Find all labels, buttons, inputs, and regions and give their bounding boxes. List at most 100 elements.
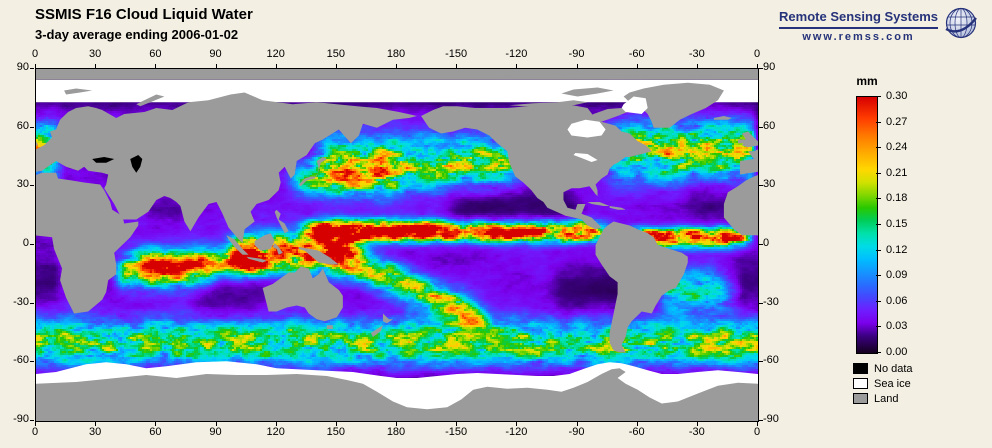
lat-tick-label-right: 90: [763, 61, 776, 73]
lat-tick-label-right: 30: [763, 178, 776, 191]
lon-tick-mark-bottom: [155, 422, 157, 426]
colorbar-tick-mark: [876, 121, 881, 123]
lon-tick-label-top: -90: [568, 48, 585, 60]
lon-tick-label-top: 150: [326, 48, 345, 60]
lon-tick-label-bottom: 120: [266, 426, 285, 438]
branding-block: Remote Sensing Systems www.remss.com: [779, 6, 978, 45]
land-swatch: [853, 393, 868, 404]
lon-tick-mark-top: [696, 64, 698, 68]
colorbar-tick-label: 0.18: [886, 192, 908, 205]
lon-tick-label-top: -60: [628, 48, 645, 60]
lon-tick-mark-top: [95, 64, 97, 68]
colorbar-tick-label: 0.24: [886, 141, 908, 154]
lat-tick-mark-left: [30, 244, 34, 245]
lon-tick-label-top: 30: [89, 48, 102, 60]
lon-tick-label-top: -150: [445, 48, 468, 60]
land-label: Land: [874, 392, 899, 405]
lat-tick-mark-right: [759, 361, 763, 363]
lon-tick-mark-top: [396, 64, 397, 68]
lon-tick-mark-bottom: [516, 422, 518, 426]
lat-tick-label-left: 60: [16, 119, 29, 132]
lat-tick-label-left: 90: [16, 61, 29, 73]
lat-tick-mark-right: [759, 420, 763, 421]
lon-tick-mark-top: [275, 64, 277, 68]
lon-tick-label-top: -120: [505, 48, 528, 60]
lon-tick-mark-top: [456, 64, 458, 68]
colorbar-tick-mark: [876, 300, 881, 302]
lat-tick-mark-left: [30, 302, 34, 304]
colorbar-tick-mark: [876, 198, 881, 200]
brand-url[interactable]: www.remss.com: [802, 30, 915, 43]
lon-tick-mark-top: [335, 64, 337, 68]
globe-icon: [944, 6, 978, 45]
lat-tick-label-right: -90: [763, 413, 779, 425]
colorbar-tick-label: 0.03: [886, 320, 908, 333]
lon-tick-mark-bottom: [275, 422, 277, 426]
lat-tick-mark-left: [30, 68, 34, 69]
colorbar-tick-label: 0.09: [886, 269, 908, 282]
lon-tick-label-bottom: -120: [505, 426, 528, 438]
colorbar-tick-label: 0.21: [886, 166, 908, 179]
mask-legend: No data Sea ice Land: [853, 361, 913, 406]
lat-tick-mark-right: [759, 302, 763, 304]
lon-tick-mark-bottom: [696, 422, 698, 426]
colorbar-tick-label: 0.06: [886, 294, 908, 307]
colorbar-tick-mark: [876, 352, 881, 353]
lon-tick-label-top: 90: [209, 48, 222, 60]
lon-tick-label-bottom: 30: [89, 426, 102, 438]
lon-tick-mark-bottom: [95, 422, 97, 426]
lat-tick-mark-left: [30, 361, 34, 363]
nodata-swatch: [853, 363, 868, 374]
lat-tick-mark-left: [30, 420, 34, 421]
colorbar-tick-mark: [876, 147, 881, 149]
colorbar-tick-mark: [876, 275, 881, 277]
seaice-swatch: [853, 378, 868, 389]
lon-tick-label-top: -30: [688, 48, 705, 60]
seaice-label: Sea ice: [874, 377, 911, 390]
page-subtitle: 3-day average ending 2006-01-02: [35, 27, 239, 42]
colorbar-tick-mark: [876, 224, 881, 225]
colorbar-tick-label: 0.12: [886, 243, 908, 256]
legend-row-land: Land: [853, 391, 913, 406]
lon-tick-mark-bottom: [396, 422, 397, 426]
lon-tick-label-bottom: 0: [31, 426, 39, 438]
lon-tick-label-top: 0: [753, 48, 761, 60]
lat-tick-label-left: 0: [22, 237, 29, 249]
lat-tick-label-left: 30: [16, 178, 29, 191]
lon-tick-label-bottom: -150: [445, 426, 468, 438]
lon-tick-label-bottom: -60: [628, 426, 645, 438]
lon-tick-mark-bottom: [576, 422, 578, 426]
lon-tick-label-bottom: 150: [326, 426, 345, 438]
lat-tick-mark-left: [30, 185, 34, 187]
lat-tick-mark-left: [30, 126, 34, 128]
lon-tick-label-bottom: -30: [688, 426, 705, 438]
lon-tick-mark-bottom: [757, 422, 758, 426]
lon-tick-mark-bottom: [35, 422, 36, 426]
lat-tick-label-left: -60: [13, 354, 29, 367]
colorbar-tick-label: 0.00: [886, 346, 908, 358]
colorbar-unit-label: mm: [856, 74, 878, 88]
lon-tick-mark-bottom: [215, 422, 217, 426]
lat-tick-label-left: -90: [13, 413, 29, 425]
lon-tick-mark-bottom: [636, 422, 638, 426]
nodata-label: No data: [874, 362, 913, 375]
lon-tick-label-bottom: 90: [209, 426, 222, 438]
lon-tick-label-top: 0: [31, 48, 39, 60]
lon-tick-mark-top: [516, 64, 518, 68]
lat-tick-mark-right: [759, 244, 763, 245]
colorbar-tick-mark: [876, 172, 881, 174]
colorbar-tick-label: 0.30: [886, 90, 908, 102]
lat-tick-label-right: -60: [763, 354, 779, 367]
colorbar-tick-mark: [876, 96, 881, 97]
lon-tick-mark-top: [35, 64, 36, 68]
colorbar-tick-label: 0.15: [886, 218, 908, 230]
lon-tick-mark-bottom: [335, 422, 337, 426]
lon-tick-label-bottom: 0: [753, 426, 761, 438]
page-title: SSMIS F16 Cloud Liquid Water: [35, 6, 253, 23]
colorbar-tick-label: 0.27: [886, 115, 908, 128]
world-map-frame: [35, 68, 759, 422]
world-map-canvas: [36, 69, 758, 421]
lon-tick-label-top: 180: [386, 48, 406, 60]
lon-tick-mark-bottom: [456, 422, 458, 426]
lon-tick-label-top: 120: [266, 48, 285, 60]
